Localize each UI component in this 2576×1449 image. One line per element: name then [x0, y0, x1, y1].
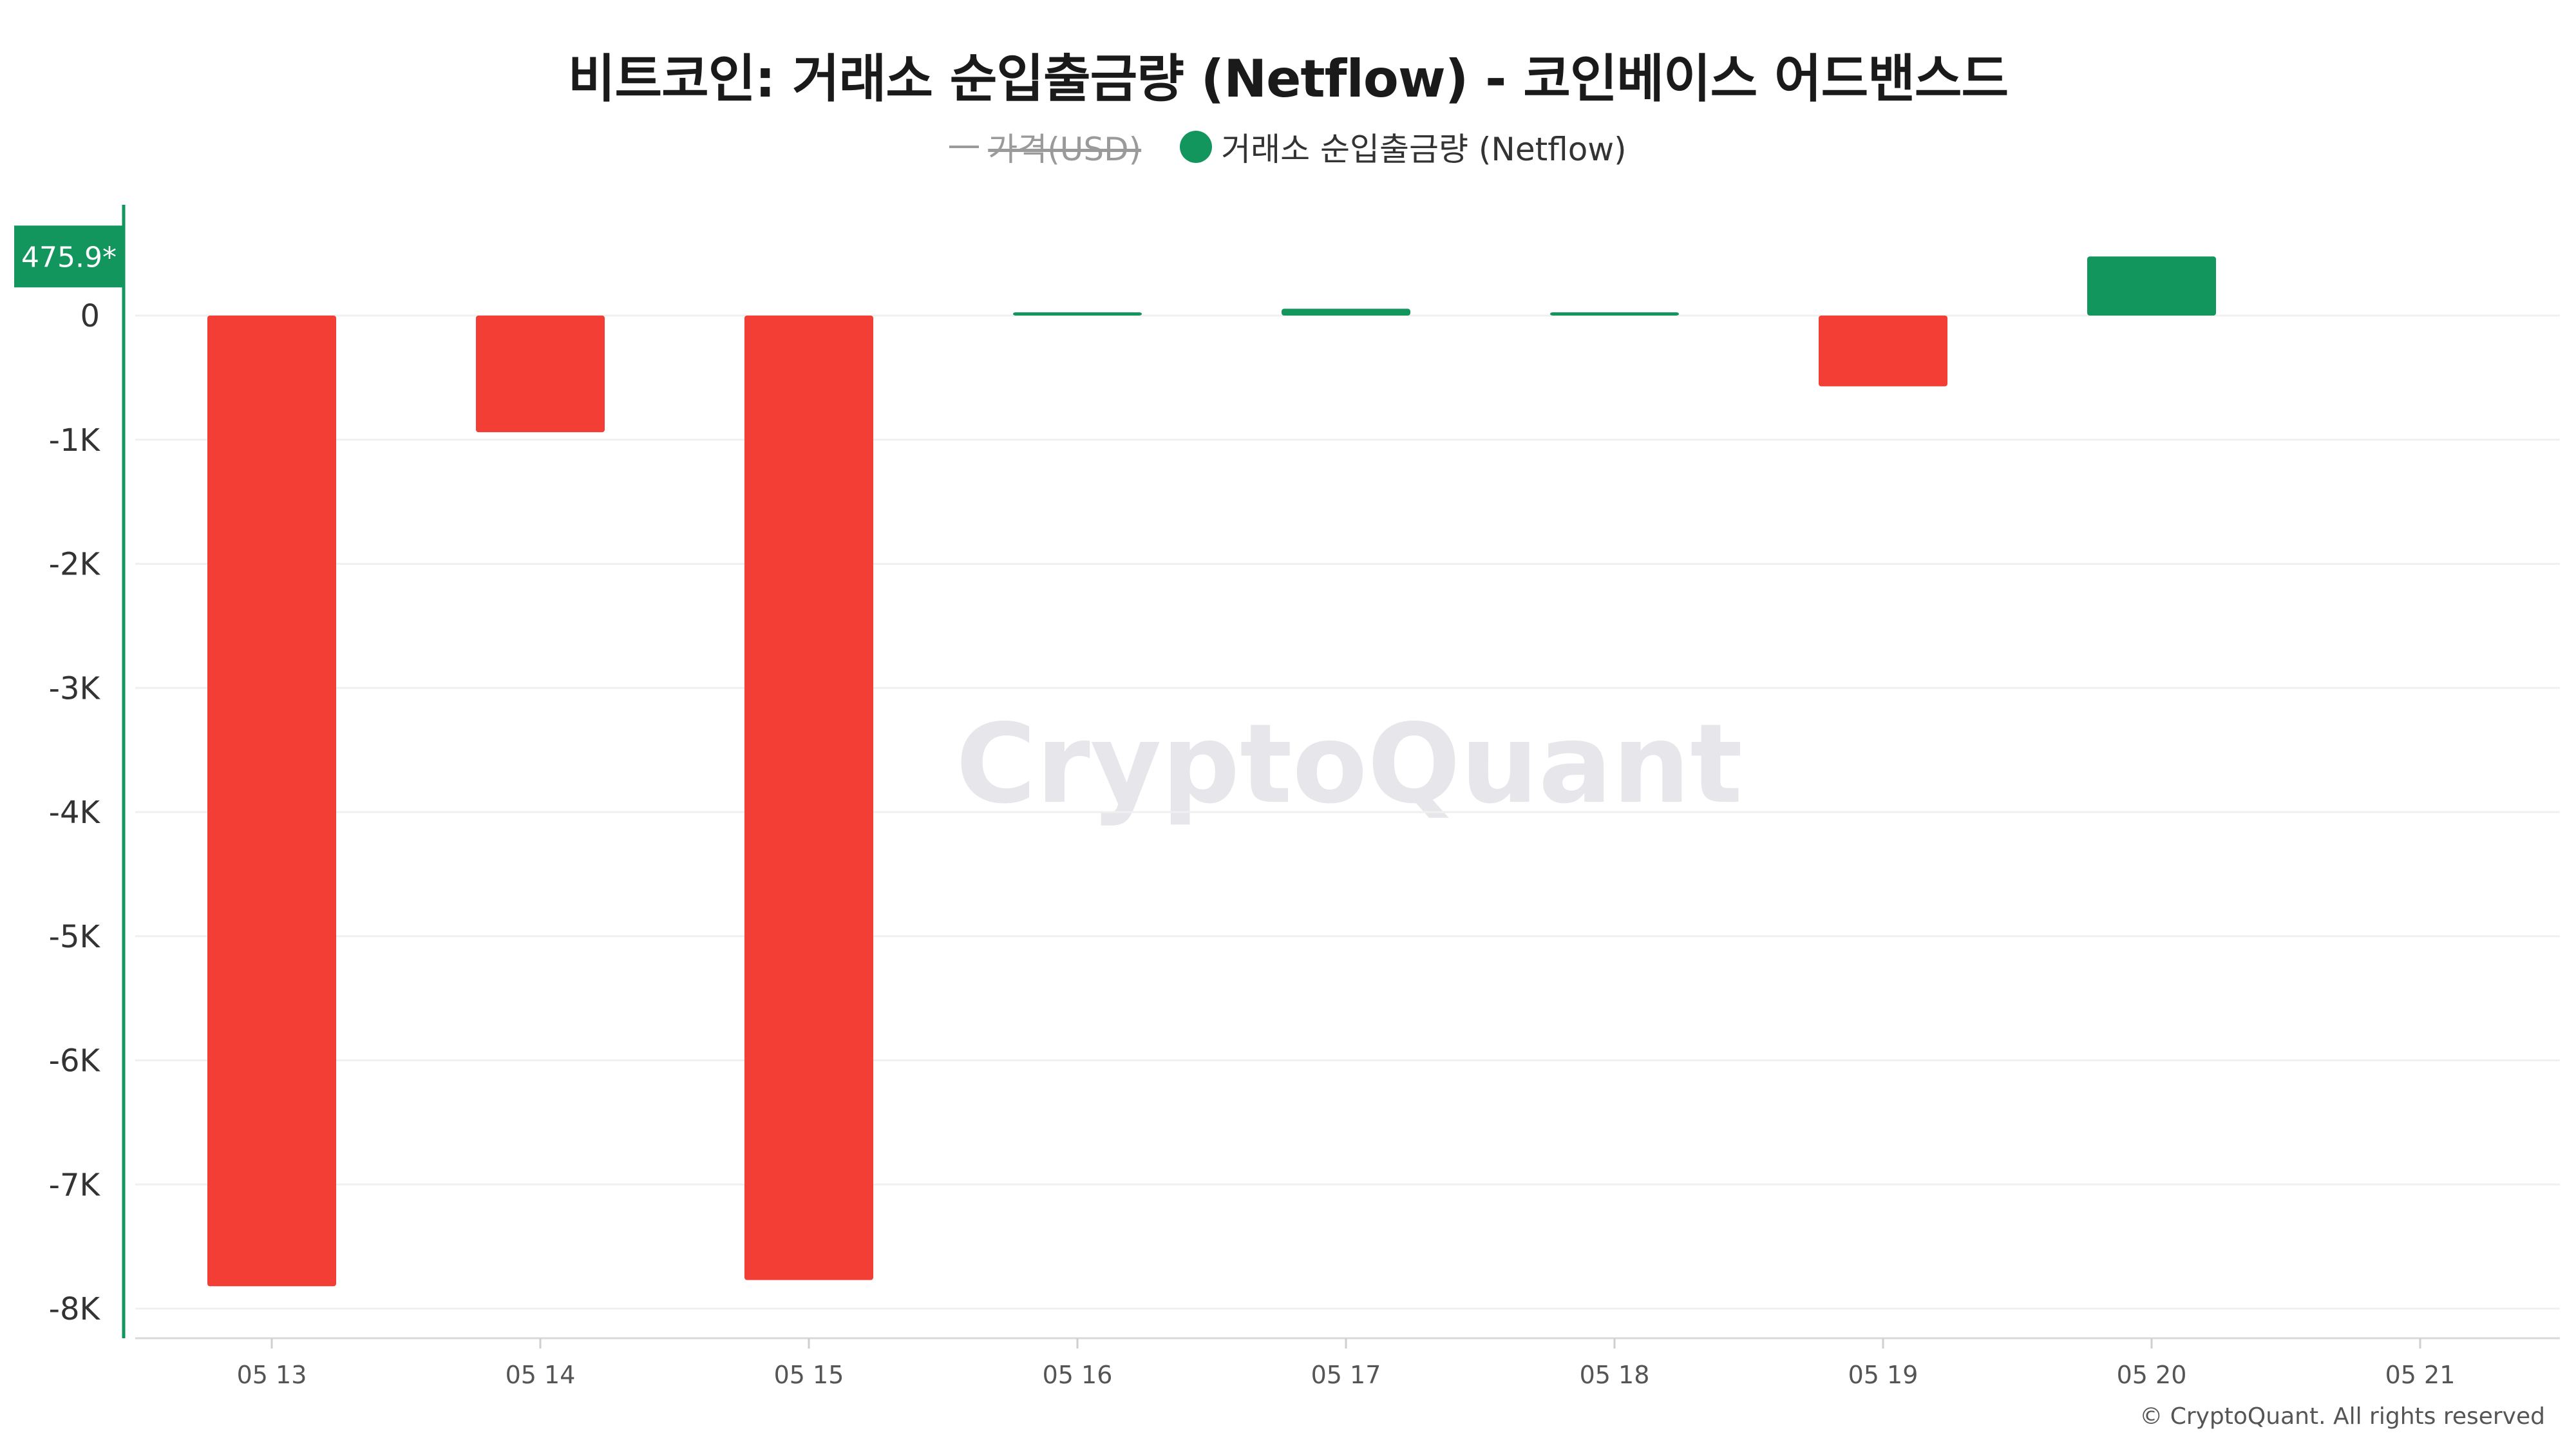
x-tick-label: 05 21	[2385, 1361, 2456, 1389]
x-tick-label: 05 13	[237, 1361, 307, 1389]
legend-item-price[interactable]: 가격(USD)	[949, 124, 1141, 170]
legend-item-netflow[interactable]: 거래소 순입출금량 (Netflow)	[1180, 124, 1627, 170]
x-tick-label: 05 15	[774, 1361, 844, 1389]
x-tick-label: 05 16	[1043, 1361, 1113, 1389]
netflow-dot-icon	[1180, 131, 1213, 163]
price-line-icon	[949, 146, 980, 148]
netflow-bar[interactable]	[1819, 316, 1947, 386]
x-tick-label: 05 19	[1848, 1361, 1918, 1389]
netflow-bar[interactable]	[207, 316, 336, 1287]
netflow-bar[interactable]	[744, 316, 873, 1280]
y-tick-label: 0	[80, 298, 100, 334]
netflow-bar[interactable]	[1550, 312, 1679, 316]
y-tick-label: -6K	[49, 1043, 101, 1079]
x-tick-label: 05 20	[2117, 1361, 2187, 1389]
x-tick-label: 05 18	[1580, 1361, 1650, 1389]
y-tick-label: -5K	[49, 919, 101, 955]
x-tick-label: 05 14	[506, 1361, 576, 1389]
chart-title: 비트코인: 거래소 순입출금량 (Netflow) - 코인베이스 어드밴스드	[567, 49, 2009, 109]
y-tick-label: -1K	[49, 422, 101, 459]
copyright-footer: © CryptoQuant. All rights reserved	[2139, 1403, 2545, 1430]
chart-legend: 가격(USD) 거래소 순입출금량 (Netflow)	[0, 124, 2576, 170]
legend-netflow-label: 거래소 순입출금량 (Netflow)	[1221, 131, 1627, 168]
netflow-bar[interactable]	[1013, 312, 1142, 316]
last-value-label: 475.9*	[21, 241, 117, 274]
last-value-badge	[14, 225, 124, 288]
netflow-bar[interactable]	[2087, 256, 2216, 316]
y-tick-label: -2K	[49, 547, 101, 583]
legend-price-label: 가격(USD)	[988, 131, 1142, 168]
y-tick-label: -7K	[49, 1167, 101, 1203]
x-tick-label: 05 17	[1311, 1361, 1381, 1389]
watermark-text: CryptoQuant	[956, 701, 1743, 828]
netflow-bar[interactable]	[476, 316, 605, 433]
y-tick-label: -4K	[49, 795, 101, 831]
netflow-bar[interactable]	[1282, 308, 1410, 316]
y-tick-label: -8K	[49, 1291, 101, 1327]
y-tick-label: -3K	[49, 670, 101, 706]
